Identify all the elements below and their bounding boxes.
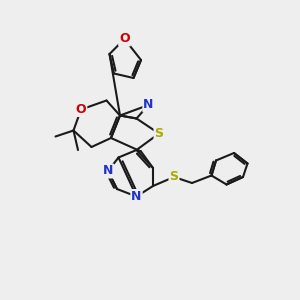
Text: S: S bbox=[169, 170, 178, 184]
Text: O: O bbox=[76, 103, 86, 116]
Text: O: O bbox=[119, 32, 130, 46]
Text: N: N bbox=[103, 164, 113, 178]
Text: N: N bbox=[143, 98, 154, 112]
Text: N: N bbox=[131, 190, 142, 203]
Text: S: S bbox=[154, 127, 164, 140]
